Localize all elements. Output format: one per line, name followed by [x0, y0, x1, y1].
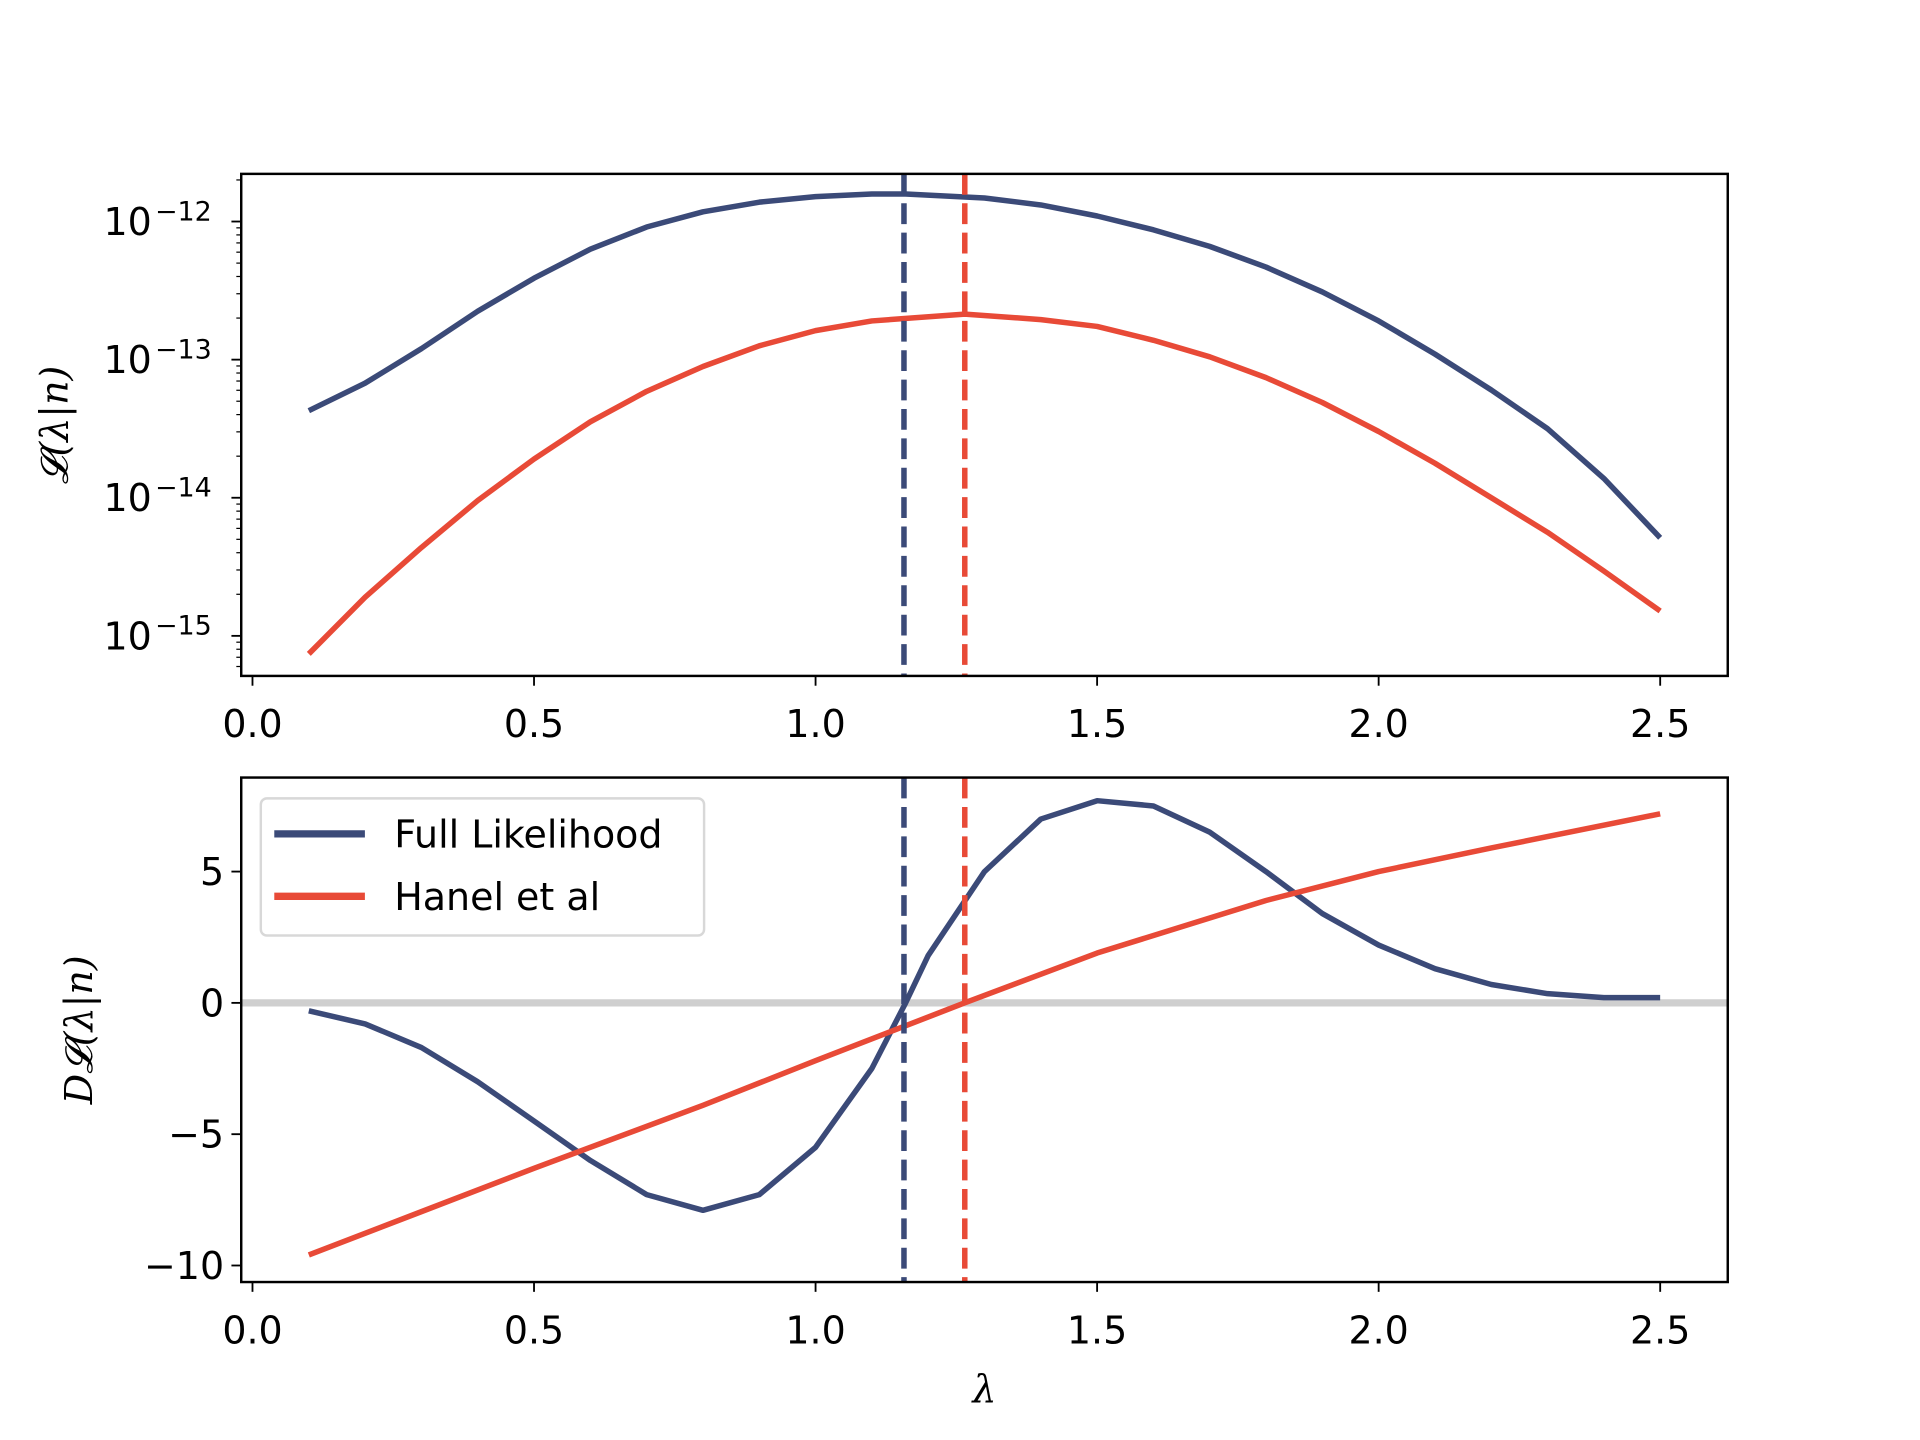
y-tick-label: 0	[200, 981, 224, 1025]
y-tick-exponent: −15	[155, 611, 212, 642]
axes-frame	[240, 172, 1729, 678]
x-tick-label: 0.5	[504, 702, 564, 746]
derivative-plot: 0.0 0.5 1.0 1.5 2.0 2.5 5 0 −5 −10 D𝓛(λ|n) λ Full Li…	[57, 776, 1729, 1411]
x-tick-label: 1.0	[785, 702, 845, 746]
y-tick-label: 10	[104, 476, 152, 520]
y-tick-label: −10	[144, 1244, 224, 1288]
x-tick-label: 1.5	[1067, 1308, 1127, 1352]
y-tick-exponent: −13	[155, 334, 212, 365]
y-axis-label: D𝓛(λ|n)	[57, 955, 101, 1105]
y-axis-label: 𝓛(λ|n)	[32, 366, 76, 484]
x-axis-label: λ	[970, 1367, 996, 1411]
legend-label: Full Likelihood	[394, 812, 662, 856]
y-tick-label: 10	[104, 614, 152, 658]
x-tick-label: 1.0	[785, 1308, 845, 1352]
axes-frame	[240, 776, 1729, 1284]
series-line-hanel	[306, 311, 1662, 656]
legend-label: Hanel et al	[394, 875, 600, 919]
x-tick-label: 2.5	[1630, 1308, 1690, 1352]
x-tick-label: 0.0	[222, 1308, 282, 1352]
x-tick-label: 2.0	[1348, 702, 1408, 746]
y-tick-label: 10	[104, 338, 152, 382]
x-tick-label: 1.5	[1067, 702, 1127, 746]
y-tick-label: 10	[104, 200, 152, 244]
y-tick-label: −5	[168, 1113, 224, 1157]
legend-frame	[259, 797, 706, 937]
x-tick-label: 0.0	[222, 702, 282, 746]
x-tick-label: 2.0	[1348, 1308, 1408, 1352]
series-line-full	[308, 797, 1661, 1214]
x-tick-label: 2.5	[1630, 702, 1690, 746]
y-tick-exponent: −12	[155, 196, 212, 227]
y-tick-exponent: −14	[155, 473, 212, 504]
y-tick-label: 5	[200, 850, 224, 894]
series-line-full	[307, 191, 1663, 540]
x-tick-label: 0.5	[504, 1308, 564, 1352]
legend: Full Likelihood Hanel et al	[259, 797, 706, 937]
